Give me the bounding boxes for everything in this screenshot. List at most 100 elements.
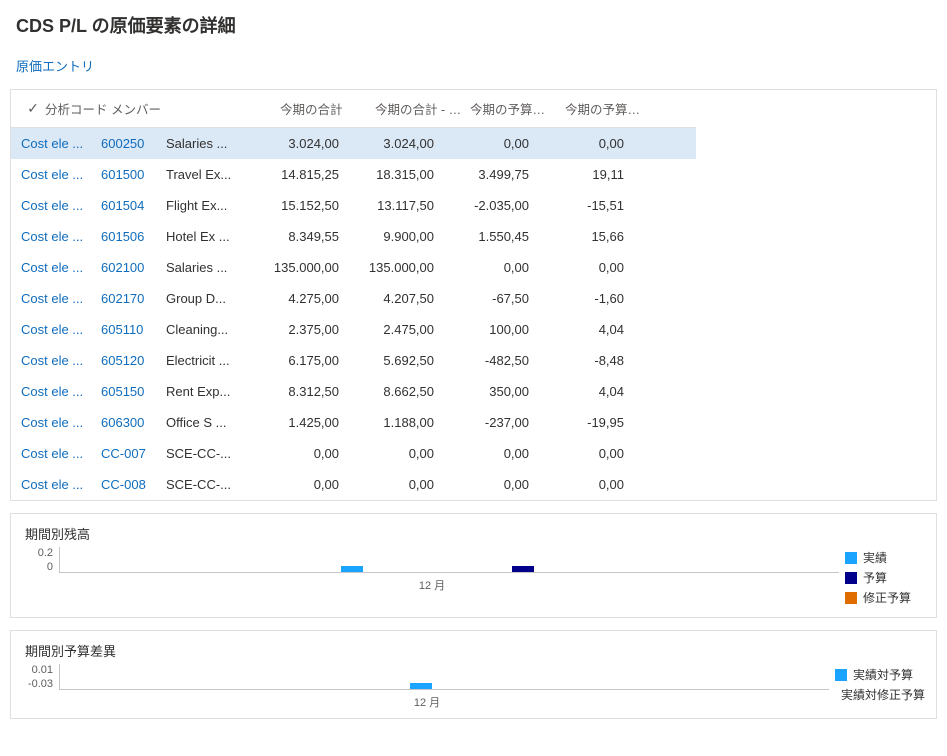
member-code-link[interactable]: CC-008 <box>101 477 166 492</box>
table-row[interactable]: Cost ele ...601506Hotel Ex ...8.349,559.… <box>11 221 696 252</box>
member-code-link[interactable]: 601504 <box>101 198 166 213</box>
cell-total-budget: 5.692,50 <box>351 353 446 368</box>
dimension-link[interactable]: Cost ele ... <box>21 477 101 492</box>
member-desc: Rent Exp... <box>166 384 256 399</box>
cell-total-budget: 3.024,00 <box>351 136 446 151</box>
member-desc: Travel Ex... <box>166 167 256 182</box>
chart2-legend: 実績対予算実績対修正予算 <box>829 664 924 706</box>
y-tick-label: 0.01 <box>25 664 53 676</box>
member-code-link[interactable]: 606300 <box>101 415 166 430</box>
chart2-plot-area[interactable] <box>59 664 829 690</box>
table-row[interactable]: Cost ele ...605150Rent Exp...8.312,508.6… <box>11 376 696 407</box>
legend-item[interactable]: 予算 <box>845 569 924 586</box>
cell-variance-pct: -19,95 <box>541 415 636 430</box>
legend-label: 予算 <box>863 569 887 586</box>
dimension-link[interactable]: Cost ele ... <box>21 167 101 182</box>
member-code-link[interactable]: 600250 <box>101 136 166 151</box>
member-code-link[interactable]: 605150 <box>101 384 166 399</box>
dimension-link[interactable]: Cost ele ... <box>21 446 101 461</box>
table-row[interactable]: Cost ele ...602100Salaries ...135.000,00… <box>11 252 696 283</box>
y-tick-label: -0.03 <box>25 678 53 690</box>
cell-total: 8.349,55 <box>256 229 351 244</box>
chart-bar[interactable] <box>341 566 363 572</box>
legend-swatch-icon <box>845 572 857 584</box>
cell-total-budget: 9.900,00 <box>351 229 446 244</box>
member-code-link[interactable]: 602170 <box>101 291 166 306</box>
cell-total: 1.425,00 <box>256 415 351 430</box>
cell-variance: 0,00 <box>446 477 541 492</box>
grid-body: Cost ele ...600250Salaries ...3.024,003.… <box>11 128 696 500</box>
select-all-check[interactable] <box>21 100 45 117</box>
member-desc: Salaries ... <box>166 260 256 275</box>
table-row[interactable]: Cost ele ...601500Travel Ex...14.815,251… <box>11 159 696 190</box>
member-desc: Group D... <box>166 291 256 306</box>
check-icon <box>27 100 39 117</box>
legend-item[interactable]: 実績対修正予算 <box>835 686 924 703</box>
table-row[interactable]: Cost ele ...CC-008SCE-CC-...0,000,000,00… <box>11 469 696 500</box>
dimension-link[interactable]: Cost ele ... <box>21 229 101 244</box>
chart-bar[interactable] <box>512 566 534 572</box>
page-title: CDS P/L の原価要素の詳細 <box>0 0 947 46</box>
cost-entries-link[interactable]: 原価エントリ <box>16 59 94 74</box>
member-code-link[interactable]: 601500 <box>101 167 166 182</box>
dimension-link[interactable]: Cost ele ... <box>21 415 101 430</box>
cell-total: 3.024,00 <box>256 136 351 151</box>
table-row[interactable]: Cost ele ...600250Salaries ...3.024,003.… <box>11 128 696 159</box>
cell-total: 2.375,00 <box>256 322 351 337</box>
cell-variance: 350,00 <box>446 384 541 399</box>
cell-total: 14.815,25 <box>256 167 351 182</box>
chart-bar[interactable] <box>410 683 432 689</box>
cell-variance: 3.499,75 <box>446 167 541 182</box>
cell-variance: 0,00 <box>446 446 541 461</box>
legend-label: 実績対予算 <box>853 666 913 683</box>
table-row[interactable]: Cost ele ...606300Office S ...1.425,001.… <box>11 407 696 438</box>
member-code-link[interactable]: 601506 <box>101 229 166 244</box>
col-header-member[interactable]: 分析コード メンバー <box>45 99 161 118</box>
table-row[interactable]: Cost ele ...605120Electricit ...6.175,00… <box>11 345 696 376</box>
cell-total-budget: 4.207,50 <box>351 291 446 306</box>
member-desc: Cleaning... <box>166 322 256 337</box>
member-code-link[interactable]: 605110 <box>101 322 166 337</box>
cell-variance: 1.550,45 <box>446 229 541 244</box>
dimension-link[interactable]: Cost ele ... <box>21 353 101 368</box>
table-row[interactable]: Cost ele ...605110Cleaning...2.375,002.4… <box>11 314 696 345</box>
cell-total-budget: 0,00 <box>351 477 446 492</box>
legend-item[interactable]: 実績対予算 <box>835 666 924 683</box>
dimension-link[interactable]: Cost ele ... <box>21 198 101 213</box>
cell-variance: 100,00 <box>446 322 541 337</box>
cell-variance: 0,00 <box>446 260 541 275</box>
table-row[interactable]: Cost ele ...602170Group D...4.275,004.20… <box>11 283 696 314</box>
cell-total-budget: 13.117,50 <box>351 198 446 213</box>
cell-variance: -237,00 <box>446 415 541 430</box>
legend-item[interactable]: 修正予算 <box>845 589 924 606</box>
cell-variance-pct: -15,51 <box>541 198 636 213</box>
member-desc: SCE-CC-... <box>166 477 256 492</box>
legend-label: 修正予算 <box>863 589 911 606</box>
cell-total-budget: 2.475,00 <box>351 322 446 337</box>
cell-total: 6.175,00 <box>256 353 351 368</box>
member-code-link[interactable]: 605120 <box>101 353 166 368</box>
dimension-link[interactable]: Cost ele ... <box>21 384 101 399</box>
legend-item[interactable]: 実績 <box>845 549 924 566</box>
col-header-variance[interactable]: 今期の予算差異 <box>470 99 565 118</box>
col-header-total[interactable]: 今期の合計 <box>280 99 375 118</box>
y-tick-label: 0.2 <box>25 547 53 559</box>
dimension-link[interactable]: Cost ele ... <box>21 291 101 306</box>
variance-chart-card: 期間別予算差異 0.01-0.03 12 月 実績対予算実績対修正予算 <box>10 630 937 719</box>
member-desc: Office S ... <box>166 415 256 430</box>
cell-total: 135.000,00 <box>256 260 351 275</box>
chart1-plot-area[interactable] <box>59 547 839 573</box>
member-code-link[interactable]: CC-007 <box>101 446 166 461</box>
table-row[interactable]: Cost ele ...601504Flight Ex...15.152,501… <box>11 190 696 221</box>
dimension-link[interactable]: Cost ele ... <box>21 136 101 151</box>
legend-swatch-icon <box>845 592 857 604</box>
dimension-link[interactable]: Cost ele ... <box>21 322 101 337</box>
col-header-variance-pct[interactable]: 今期の予算差異... <box>565 99 660 118</box>
member-code-link[interactable]: 602100 <box>101 260 166 275</box>
chart1-legend: 実績予算修正予算 <box>839 547 924 609</box>
table-row[interactable]: Cost ele ...CC-007SCE-CC-...0,000,000,00… <box>11 438 696 469</box>
dimension-link[interactable]: Cost ele ... <box>21 260 101 275</box>
cell-variance-pct: 4,04 <box>541 322 636 337</box>
member-desc: SCE-CC-... <box>166 446 256 461</box>
col-header-total-budget[interactable]: 今期の合計 - 予算 <box>375 99 470 118</box>
